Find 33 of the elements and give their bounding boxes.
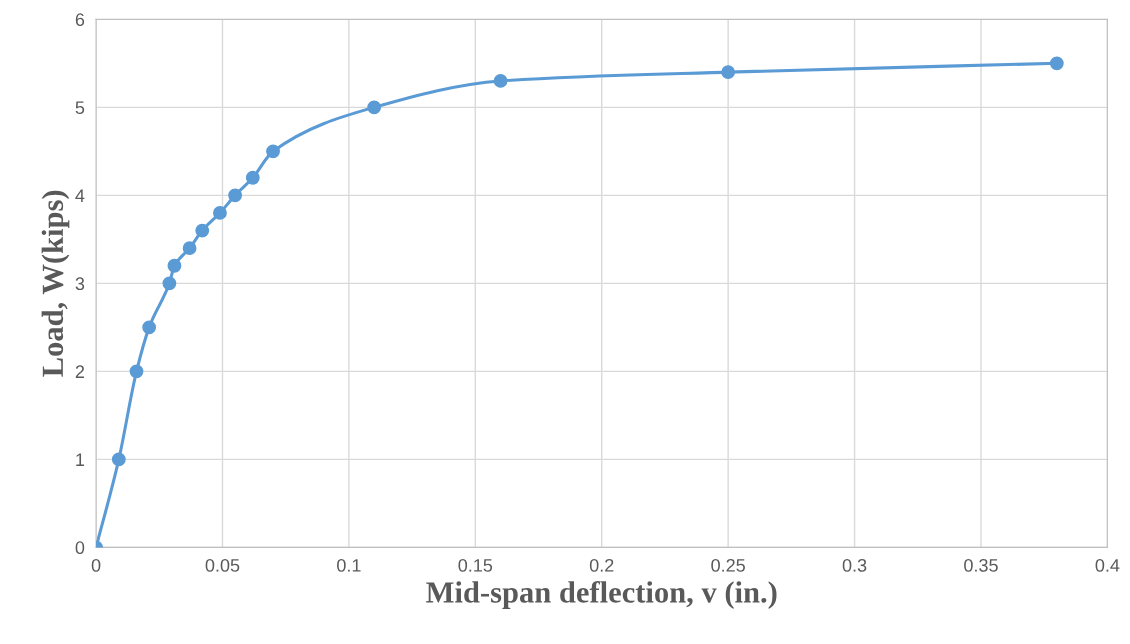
point [266,144,280,159]
point [245,170,260,185]
point [167,258,182,273]
point [162,276,177,291]
y-tick-label: 5 [75,101,85,115]
point [195,223,210,238]
point [228,188,243,203]
x-tick-label: 0.35 [964,558,998,572]
x-tick-label: 0.4 [1095,558,1120,572]
x-tick-label: 0.05 [205,558,240,572]
y-tick-label: 4 [75,189,85,202]
point [111,452,126,467]
point [1049,56,1064,71]
y-axis-title: Load, W(kips) [41,190,70,377]
x-tick-label: 0.2 [589,558,614,572]
x-axis-title: Mid-span deflection, v (in.) [426,580,777,609]
y-tick-label: 1 [76,453,85,466]
point [493,74,508,88]
point [142,320,157,335]
y-tick-label: 6 [75,13,85,27]
point [721,65,736,80]
point [367,100,382,115]
point [182,241,197,256]
x-tick-label: 0.15 [458,558,493,572]
y-tick-label: 2 [75,365,85,378]
x-tick-label: 0.1 [337,558,361,572]
point [129,364,144,379]
y-tick-label: 3 [75,277,85,291]
x-tick-label: 0.25 [711,558,745,572]
x-tick-label: 0 [91,558,101,572]
y-tick-label: 0 [75,541,85,555]
x-tick-label: 0.3 [842,558,867,572]
point [213,206,227,220]
